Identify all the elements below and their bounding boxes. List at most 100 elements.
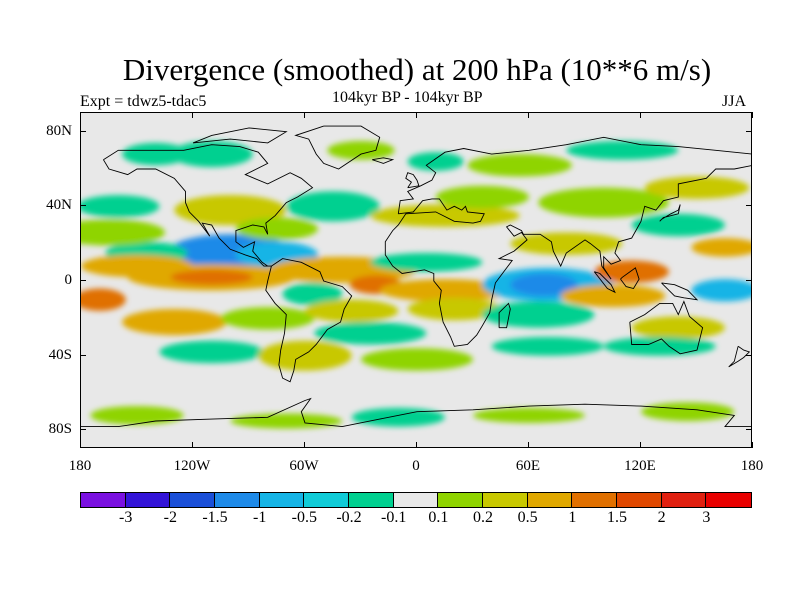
field-blob-42 <box>691 238 751 257</box>
lon-tick <box>304 442 305 448</box>
coastline-borneo <box>620 267 640 290</box>
colorbar-label: -0.5 <box>291 509 317 526</box>
field-blob-32 <box>361 348 473 371</box>
colorbar <box>80 492 752 508</box>
field-blob-47 <box>691 279 751 302</box>
lat-tick <box>80 354 86 356</box>
lat-label: 40N <box>46 197 72 214</box>
lat-tick <box>746 354 752 356</box>
lon-tick <box>640 112 641 118</box>
field-blob-37 <box>560 284 666 308</box>
coastline-iceland <box>372 157 395 164</box>
lon-label: 120W <box>173 458 211 474</box>
coastline-canadian-arctic <box>192 127 288 144</box>
colorbar-swatch <box>572 493 617 507</box>
lat-tick <box>746 205 752 207</box>
lat-tick <box>80 280 86 281</box>
coastline-new-zealand <box>728 345 751 368</box>
lat-tick <box>746 130 752 132</box>
colorbar-swatch <box>661 493 707 507</box>
colorbar-swatch <box>616 493 662 507</box>
experiment-label: Expt = tdwz5-tdac5 <box>80 93 207 110</box>
field-blob-19 <box>122 309 227 336</box>
lon-tick <box>304 112 305 118</box>
lon-tick <box>80 442 81 448</box>
field-blob-17 <box>282 282 343 306</box>
field-blob-39 <box>510 232 623 255</box>
field-blob-38 <box>594 260 670 283</box>
field-blob-28 <box>407 152 464 171</box>
field-blob-23 <box>159 340 264 364</box>
field-blob-40 <box>538 187 669 218</box>
field-blob-11 <box>170 141 253 168</box>
lon-label: 60E <box>515 458 541 474</box>
field-blob-52 <box>641 402 735 421</box>
lon-tick <box>640 442 641 448</box>
field-blob-34 <box>510 273 578 296</box>
field-blob-14 <box>327 141 395 160</box>
coastline-new-guinea <box>661 282 699 301</box>
colorbar-swatch <box>125 493 171 507</box>
lon-tick <box>192 442 193 448</box>
coastline-greenland <box>294 125 381 170</box>
colorbar-swatch <box>304 493 349 507</box>
colorbar-label: 0.2 <box>473 509 493 526</box>
chart-title: Divergence (smoothed) at 200 hPa (10**6 … <box>122 52 712 87</box>
lon-label: 0 <box>412 458 420 474</box>
lat-label: 80S <box>48 421 72 438</box>
field-blob-18 <box>81 288 126 311</box>
lat-tick <box>80 429 86 431</box>
colorbar-swatch <box>170 493 215 507</box>
field-blob-22 <box>314 322 427 345</box>
lat-tick <box>746 280 752 281</box>
field-blob-6 <box>170 269 253 285</box>
field-blob-49 <box>230 413 343 429</box>
colorbar-label: -3 <box>118 509 133 526</box>
field-blob-10 <box>122 142 190 166</box>
field-blob-50 <box>351 407 446 427</box>
field-blob-7 <box>81 219 165 246</box>
lon-tick <box>80 112 81 118</box>
map-plot-area <box>80 112 752 448</box>
field-blob-31 <box>407 297 502 321</box>
coastline-antarctica <box>81 397 751 428</box>
colorbar-swatch <box>214 493 260 507</box>
colorbar-swatch <box>348 493 394 507</box>
field-blob-36 <box>491 337 604 356</box>
coastline-south-america <box>265 258 353 383</box>
field-blob-27 <box>467 154 572 177</box>
map-svg <box>81 125 751 429</box>
field-blob-29 <box>370 253 483 272</box>
lon-label: 180 <box>740 458 764 474</box>
lat-label: 0 <box>64 272 73 288</box>
colorbar-label: -0.1 <box>380 509 407 526</box>
field-blob-43 <box>644 176 750 199</box>
colorbar-swatch <box>527 493 573 507</box>
lat-tick <box>80 205 86 207</box>
lat-tick <box>746 429 752 431</box>
colorbar-label: 2 <box>657 509 666 526</box>
field-blob-13 <box>286 191 380 222</box>
lon-label: 60W <box>289 458 319 474</box>
lon-tick <box>528 442 529 448</box>
lon-tick <box>752 442 753 448</box>
field-blob-9 <box>81 195 160 218</box>
coastline-madagascar <box>498 302 511 329</box>
field-blob-45 <box>631 316 725 339</box>
coastline-japan <box>659 204 681 222</box>
field-blob-44 <box>566 141 679 160</box>
colorbar-swatch <box>482 493 528 507</box>
coastline-eurasia-africa <box>384 136 751 347</box>
field-blob-20 <box>221 307 315 330</box>
colorbar-label: 0.5 <box>517 509 538 526</box>
colorbar-swatch <box>81 493 126 507</box>
lon-tick <box>528 112 529 118</box>
field-blob-12 <box>235 217 319 240</box>
coastline-north-america <box>103 144 314 267</box>
field-blob-8 <box>174 195 287 225</box>
colorbar-swatch <box>259 493 305 507</box>
lon-tick <box>416 112 417 118</box>
field-blob-41 <box>631 213 725 237</box>
colorbar-label: -2 <box>163 509 177 526</box>
lon-label: 180 <box>68 458 92 474</box>
